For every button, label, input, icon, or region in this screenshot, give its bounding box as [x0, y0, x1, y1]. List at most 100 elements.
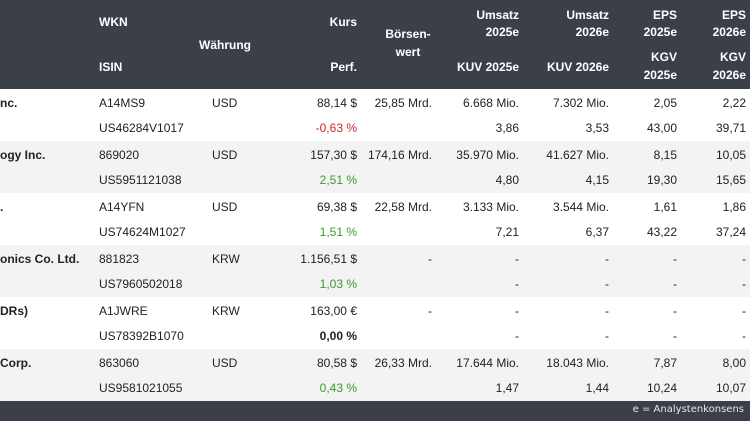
- company-name[interactable]: DRs): [0, 304, 29, 318]
- eps2025-value: 8,15: [653, 148, 677, 162]
- table-footer: e = Analystenkonsens: [0, 401, 750, 421]
- isin-value: US46284V1017: [99, 121, 184, 135]
- perf-value: 0,43 %: [319, 381, 357, 395]
- eps2025-value: 7,87: [653, 356, 677, 370]
- eps2025-value: -: [673, 252, 677, 266]
- mcap-value: -: [428, 252, 432, 266]
- kuv2025-value: -: [515, 329, 519, 343]
- table-row[interactable]: DRs) A1JWRE US78392B1070 KRW 163,00 € 0,…: [0, 297, 750, 349]
- kurs-value: 69,38 $: [316, 200, 357, 214]
- eps2025-value: -: [673, 304, 677, 318]
- table-row[interactable]: ogy Inc. 869020 US5951121038 USD 157,30 …: [0, 141, 750, 193]
- perf-value: -0,63 %: [315, 121, 357, 135]
- eps2026-value: -: [742, 252, 746, 266]
- kuv2026-value: 3,53: [585, 121, 609, 135]
- header-kgv2025-line2[interactable]: 2025e: [643, 68, 677, 82]
- table-row[interactable]: Corp. 863060 US9581021055 USD 80,58 $ 0,…: [0, 349, 750, 401]
- company-name[interactable]: ogy Inc.: [0, 148, 46, 162]
- header-waehrung[interactable]: Währung: [199, 38, 251, 52]
- header-isin[interactable]: ISIN: [99, 60, 123, 74]
- wkn-value: 863060: [99, 356, 140, 370]
- company-name[interactable]: onics Co. Ltd.: [0, 252, 80, 266]
- kuv2025-value: -: [515, 277, 519, 291]
- header-kurs[interactable]: Kurs: [329, 15, 357, 29]
- isin-value: US78392B1070: [99, 329, 184, 343]
- kurs-value: 88,14 $: [316, 96, 357, 110]
- umsatz2026-value: 18.043 Mio.: [546, 356, 609, 370]
- perf-value: 1,03 %: [319, 277, 357, 291]
- header-boersenwert-line1[interactable]: Börsen-: [385, 27, 431, 41]
- kgv2026-value: 10,07: [715, 381, 746, 395]
- kuv2025-value: 7,21: [495, 225, 519, 239]
- header-eps2026-line2[interactable]: 2026e: [712, 25, 746, 39]
- umsatz2026-value: -: [605, 252, 609, 266]
- header-umsatz2026-line1[interactable]: Umsatz: [566, 8, 609, 22]
- umsatz2026-value: 41.627 Mio.: [546, 148, 609, 162]
- header-eps2026-line1[interactable]: EPS: [721, 8, 746, 22]
- mcap-value: -: [428, 304, 432, 318]
- kgv2026-value: -: [742, 329, 746, 343]
- eps2026-value: 2,22: [722, 96, 746, 110]
- table-row[interactable]: . A14YFN US74624M1027 USD 69,38 $ 1,51 %…: [0, 193, 750, 245]
- currency-value: USD: [212, 356, 238, 370]
- header-eps2025-line2[interactable]: 2025e: [643, 25, 677, 39]
- eps2025-value: 2,05: [653, 96, 677, 110]
- eps2025-value: 1,61: [653, 200, 677, 214]
- kuv2026-value: 1,44: [585, 381, 609, 395]
- header-kgv2025-line1[interactable]: KGV: [650, 50, 677, 64]
- kgv2025-value: -: [673, 329, 677, 343]
- currency-value: KRW: [212, 252, 240, 266]
- header-boersenwert-line2[interactable]: wert: [395, 45, 421, 59]
- header-eps2025-line1[interactable]: EPS: [652, 8, 677, 22]
- kuv2026-value: 4,15: [585, 173, 609, 187]
- company-name[interactable]: nc.: [0, 96, 18, 110]
- wkn-value: A1JWRE: [99, 304, 148, 318]
- kgv2025-value: 10,24: [646, 381, 677, 395]
- isin-value: US5951121038: [99, 173, 182, 187]
- header-perf[interactable]: Perf.: [330, 60, 357, 74]
- eps2026-value: 1,86: [722, 200, 746, 214]
- kgv2025-value: 43,22: [646, 225, 677, 239]
- header-umsatz2025-line1[interactable]: Umsatz: [476, 8, 519, 22]
- currency-value: USD: [212, 96, 238, 110]
- mcap-value: 26,33 Mrd.: [374, 356, 432, 370]
- perf-value: 1,51 %: [319, 225, 357, 239]
- kgv2025-value: 43,00: [646, 121, 677, 135]
- currency-value: KRW: [212, 304, 240, 318]
- kuv2026-value: -: [605, 277, 609, 291]
- umsatz2026-value: 3.544 Mio.: [552, 200, 609, 214]
- kuv2025-value: 1,47: [495, 381, 519, 395]
- table-header: WKN ISIN Währung Kurs Perf. Börsen- wert…: [0, 0, 750, 89]
- header-wkn[interactable]: WKN: [99, 15, 128, 29]
- company-name[interactable]: Corp.: [0, 356, 32, 370]
- kuv2026-value: 6,37: [585, 225, 609, 239]
- eps2026-value: -: [742, 304, 746, 318]
- mcap-value: 25,85 Mrd.: [374, 96, 432, 110]
- perf-value: 2,51 %: [319, 173, 357, 187]
- header-kgv2026-line2[interactable]: 2026e: [712, 68, 746, 82]
- kurs-value: 80,58 $: [316, 356, 357, 370]
- perf-value: 0,00 %: [319, 329, 357, 343]
- eps2026-value: 10,05: [715, 148, 746, 162]
- umsatz2025-value: 6.668 Mio.: [462, 96, 519, 110]
- isin-value: US7960502018: [99, 277, 183, 291]
- header-umsatz2026-line2[interactable]: 2026e: [575, 25, 609, 39]
- table-row[interactable]: onics Co. Ltd. 881823 US7960502018 KRW 1…: [0, 245, 750, 297]
- isin-value: US74624M1027: [99, 225, 186, 239]
- header-kuv2026[interactable]: KUV 2026e: [546, 60, 609, 74]
- kurs-value: 157,30 $: [310, 148, 357, 162]
- eps2026-value: 8,00: [722, 356, 746, 370]
- company-name[interactable]: .: [0, 200, 4, 214]
- header-kgv2026-line1[interactable]: KGV: [719, 50, 746, 64]
- umsatz2025-value: 3.133 Mio.: [462, 200, 519, 214]
- currency-value: USD: [212, 148, 238, 162]
- header-kuv2025[interactable]: KUV 2025e: [456, 60, 519, 74]
- table-row[interactable]: nc. A14MS9 US46284V1017 USD 88,14 $ -0,6…: [0, 89, 750, 141]
- header-umsatz2025-line2[interactable]: 2025e: [485, 25, 519, 39]
- kgv2026-value: -: [742, 277, 746, 291]
- wkn-value: 881823: [99, 252, 140, 266]
- umsatz2025-value: 17.644 Mio.: [456, 356, 519, 370]
- kuv2025-value: 4,80: [495, 173, 519, 187]
- footnote: e = Analystenkonsens: [632, 404, 744, 415]
- kgv2025-value: -: [673, 277, 677, 291]
